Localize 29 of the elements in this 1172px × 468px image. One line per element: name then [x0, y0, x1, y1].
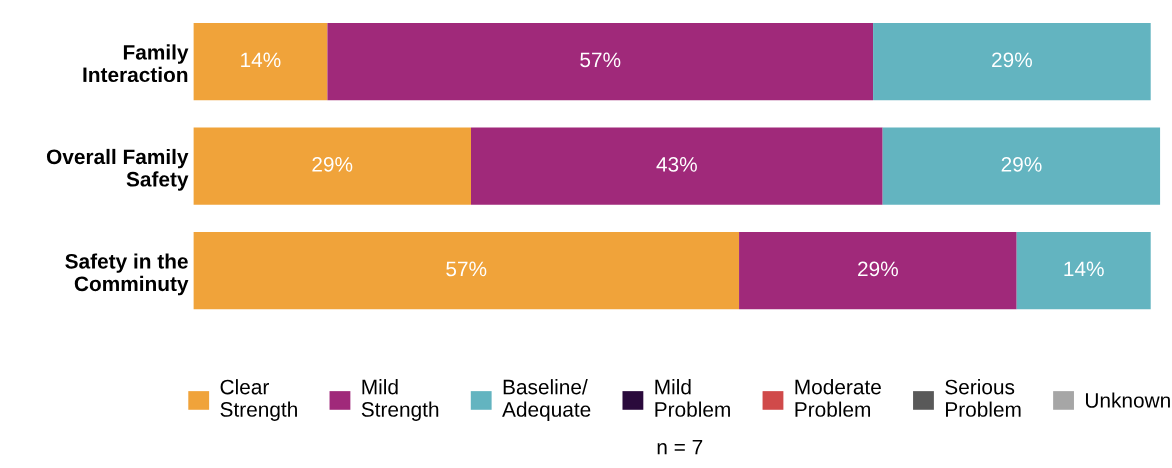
bar — [193, 22, 328, 101]
y-tick-label: Family Interaction — [83, 44, 189, 83]
bar — [193, 231, 740, 310]
bar — [739, 231, 1017, 310]
legend-label: Mild Problem — [655, 379, 730, 417]
bar — [327, 22, 874, 101]
text: n = 7 — [657, 439, 703, 455]
legend-label: Serious Problem — [945, 379, 1021, 417]
legend-label: Clear Strength — [220, 379, 297, 421]
data-label: 14% — [241, 52, 281, 68]
legend-label: Baseline/ Adequate — [502, 379, 591, 421]
data-label: 29% — [992, 52, 1032, 68]
bar — [471, 127, 883, 205]
y-tick-label: Overall Family Safety — [46, 148, 189, 191]
bar — [882, 127, 1161, 205]
data-label: 43% — [656, 156, 697, 172]
legend-label: Moderate Problem — [795, 379, 881, 417]
data-label: 29% — [312, 156, 353, 172]
legend-label: Unknown — [1085, 392, 1170, 408]
bar — [873, 22, 1151, 101]
bar — [193, 127, 471, 205]
data-label: 29% — [1001, 156, 1042, 172]
data-label: 57% — [580, 52, 621, 68]
bar — [1016, 231, 1151, 310]
data-label: 29% — [858, 261, 898, 277]
y-tick-label: Safety in the Comminuty — [65, 253, 189, 296]
data-label: 14% — [1064, 261, 1104, 277]
data-label: 57% — [446, 261, 487, 277]
legend-label: Mild Strength — [361, 379, 439, 421]
